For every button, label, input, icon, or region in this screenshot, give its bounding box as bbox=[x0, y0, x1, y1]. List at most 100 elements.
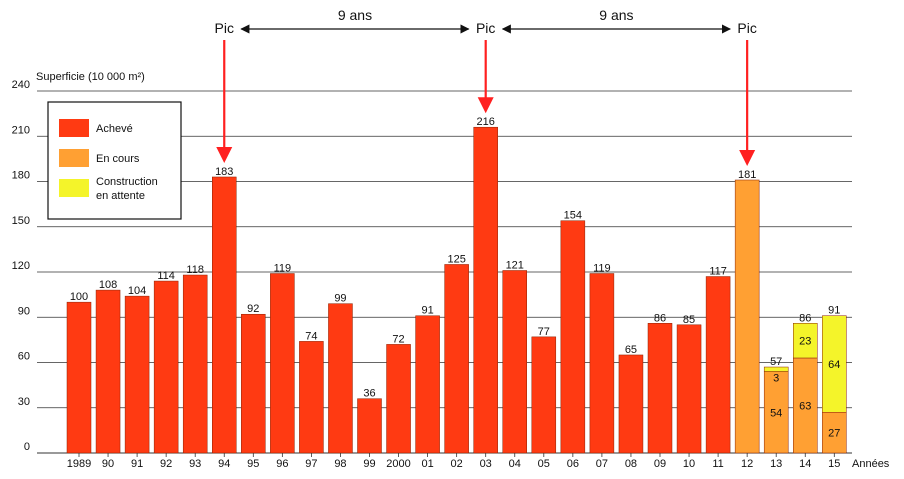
x-tick-label: 91 bbox=[131, 458, 143, 470]
bar-value-label: 118 bbox=[186, 264, 204, 276]
bar bbox=[270, 273, 295, 454]
x-tick-label: 97 bbox=[305, 458, 317, 470]
bar-value-label: 74 bbox=[305, 330, 317, 342]
bar-value-label: 114 bbox=[157, 270, 175, 282]
bar-value-label: 36 bbox=[363, 388, 375, 400]
x-tick-label: 1989 bbox=[67, 458, 91, 470]
bar-value-label: 77 bbox=[538, 326, 550, 338]
y-tick-label: 240 bbox=[12, 79, 30, 91]
bar-value-label: 86 bbox=[799, 312, 811, 324]
segment-value-label: 54 bbox=[770, 407, 782, 419]
bar bbox=[763, 366, 789, 372]
bar-value-label: 183 bbox=[215, 166, 233, 178]
bar-value-label: 65 bbox=[625, 344, 637, 356]
bar-value-label: 99 bbox=[334, 293, 346, 305]
bar-value-label: 92 bbox=[247, 303, 259, 315]
y-tick-label: 90 bbox=[18, 305, 30, 317]
segment-value-label: 3 bbox=[773, 373, 779, 385]
x-tick-label: 99 bbox=[363, 458, 375, 470]
y-tick-label: 120 bbox=[12, 260, 30, 272]
y-axis: 0 30 60 90 120 150 180 210 240 bbox=[12, 79, 30, 453]
legend: Achevé En cours Construction en attente bbox=[47, 101, 182, 220]
segment-value-label: 23 bbox=[799, 336, 811, 348]
bar bbox=[618, 354, 644, 454]
bar bbox=[66, 301, 92, 454]
bar bbox=[589, 273, 615, 454]
bar bbox=[560, 220, 586, 454]
y-tick-label: 180 bbox=[12, 170, 30, 182]
x-tick-label: 2000 bbox=[386, 458, 410, 470]
legend-label: En cours bbox=[96, 153, 140, 165]
bar bbox=[182, 274, 208, 454]
x-tick-label: 09 bbox=[654, 458, 666, 470]
x-tick-label: 94 bbox=[218, 458, 230, 470]
y-tick-label: 0 bbox=[24, 441, 30, 453]
bar-value-label: 91 bbox=[828, 305, 840, 317]
bar bbox=[705, 276, 731, 454]
interval-label: 9 ans bbox=[338, 7, 372, 23]
peak-annotations: Pic Pic Pic 9 ans 9 ans bbox=[215, 7, 757, 166]
bar bbox=[734, 179, 760, 454]
peak-arrow-head bbox=[477, 97, 494, 114]
x-tick-label: 01 bbox=[421, 458, 433, 470]
bar-value-label: 125 bbox=[447, 253, 465, 265]
bar bbox=[647, 323, 673, 454]
y-tick-label: 60 bbox=[18, 351, 30, 363]
bar bbox=[822, 315, 847, 413]
x-tick-label: 15 bbox=[828, 458, 840, 470]
y-tick-label: 150 bbox=[12, 215, 30, 227]
bar-value-label: 104 bbox=[128, 285, 146, 297]
x-tick-label: 92 bbox=[160, 458, 172, 470]
bar bbox=[328, 303, 353, 454]
x-tick-label: 10 bbox=[683, 458, 695, 470]
bar bbox=[531, 336, 557, 454]
x-axis-title: Années bbox=[852, 458, 890, 470]
peak-arrow-head bbox=[739, 149, 756, 166]
bar bbox=[386, 344, 411, 454]
x-tick-label: 07 bbox=[596, 458, 608, 470]
x-tick-label: 11 bbox=[712, 458, 723, 470]
x-tick-label: 03 bbox=[480, 458, 492, 470]
x-tick-label: 06 bbox=[567, 458, 579, 470]
peak-label: Pic bbox=[737, 20, 756, 36]
bar-value-label: 86 bbox=[654, 312, 666, 324]
x-tick-label: 02 bbox=[451, 458, 463, 470]
bar bbox=[153, 280, 179, 454]
bar-value-label: 117 bbox=[709, 266, 727, 278]
bar bbox=[793, 323, 818, 359]
bar-value-label: 216 bbox=[477, 116, 495, 128]
bar-value-label: 181 bbox=[738, 169, 756, 181]
legend-swatch bbox=[59, 119, 89, 137]
bar-value-label: 108 bbox=[99, 279, 117, 291]
bar bbox=[212, 176, 237, 454]
x-tick-label: 95 bbox=[247, 458, 259, 470]
bar-value-label: 119 bbox=[274, 263, 292, 275]
x-tick-label: 90 bbox=[102, 458, 114, 470]
x-tick-label: 04 bbox=[509, 458, 521, 470]
bar-value-label: 121 bbox=[506, 259, 524, 271]
bars: 100 108 104 114 118 183 92 119 74 99 36 72 91 125 216 1… bbox=[66, 116, 847, 454]
segment-value-label: 64 bbox=[828, 359, 840, 371]
x-tick-label: 93 bbox=[189, 458, 201, 470]
bar-value-label: 100 bbox=[70, 291, 88, 303]
bar-value-label: 85 bbox=[683, 314, 695, 326]
x-tick-label: 13 bbox=[770, 458, 782, 470]
bar-value-label: 154 bbox=[564, 210, 582, 222]
bar-value-label: 91 bbox=[421, 305, 433, 317]
x-tick-label: 12 bbox=[741, 458, 753, 470]
bar bbox=[444, 264, 469, 454]
x-tick-label: 08 bbox=[625, 458, 637, 470]
bar bbox=[241, 313, 266, 454]
peak-label: Pic bbox=[476, 20, 495, 36]
x-axis: 1989 90 91 92 93 94 95 96 97 98 99 2000 01 02 03 04 05 06… bbox=[67, 453, 840, 470]
legend-swatch bbox=[59, 179, 89, 197]
bar bbox=[299, 341, 324, 454]
bar-value-label: 57 bbox=[770, 356, 782, 368]
bar bbox=[124, 295, 150, 454]
bar bbox=[95, 289, 121, 454]
x-tick-label: 05 bbox=[538, 458, 550, 470]
bar-value-label: 119 bbox=[593, 263, 611, 275]
bar bbox=[357, 398, 382, 454]
segment-value-label: 27 bbox=[828, 428, 840, 440]
